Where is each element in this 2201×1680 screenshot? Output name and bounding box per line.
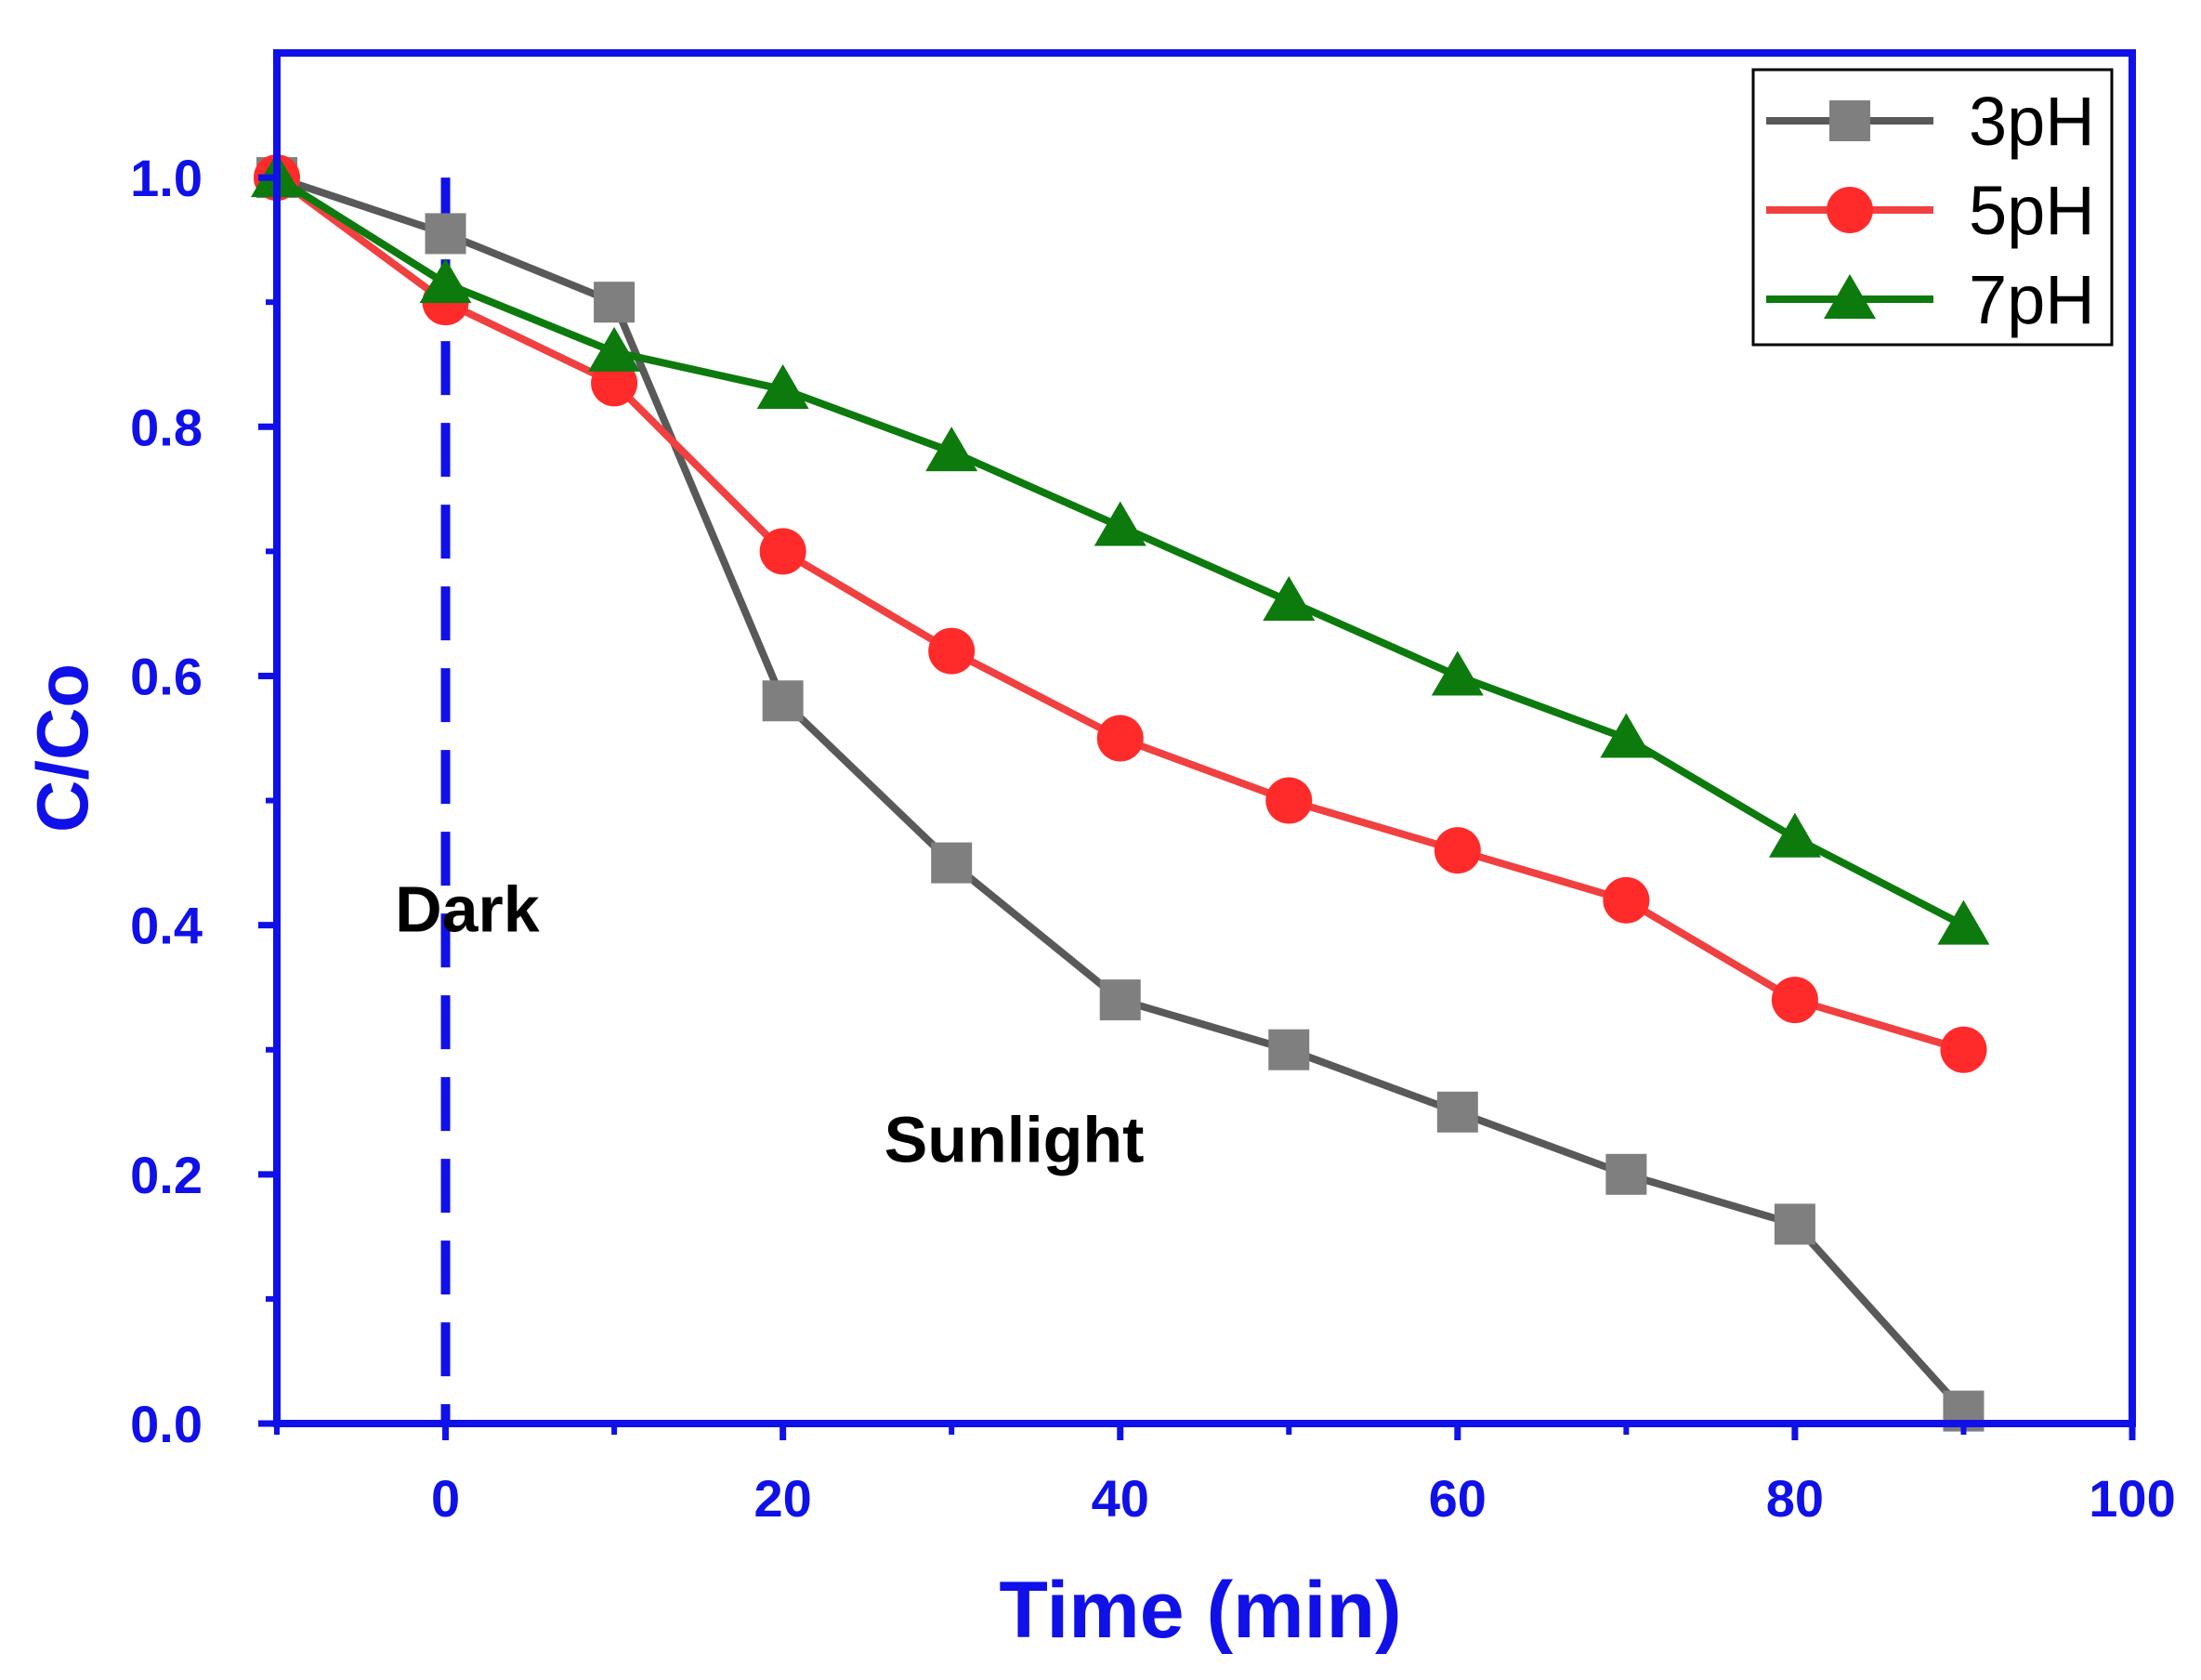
data-point-3pH-9 xyxy=(1774,1203,1815,1245)
data-point-5pH-4 xyxy=(928,627,976,675)
legend-label-7pH: 7pH xyxy=(1969,261,2095,338)
x-tick-label-0: 0 xyxy=(431,1469,460,1528)
data-point-7pH-10 xyxy=(1937,899,1990,945)
data-point-5pH-2 xyxy=(591,360,638,407)
axes-frame: 0 20 40 60 80 100 0.0 0.2 0.4 0.6 0.8 1.0 xyxy=(130,49,2176,1528)
data-point-3pH-2 xyxy=(594,282,635,323)
data-point-7pH-8 xyxy=(1600,713,1653,758)
x-tick-label-60: 60 xyxy=(1429,1469,1487,1528)
x-axis-title: Time (min) xyxy=(999,1566,1401,1655)
legend-marker-7pH xyxy=(1824,274,1876,319)
data-point-7pH-2 xyxy=(588,326,641,372)
data-point-7pH-5 xyxy=(1094,501,1146,546)
data-point-5pH-10 xyxy=(1940,1026,1987,1073)
axis-labels: Time (min) C/Co Dark Sunlight xyxy=(21,663,1402,1655)
data-point-5pH-3 xyxy=(759,528,806,575)
data-point-3pH-1 xyxy=(425,213,466,255)
y-axis-title: C/Co xyxy=(21,663,103,833)
legend-label-3pH: 3pH xyxy=(1969,83,2095,160)
data-point-7pH-7 xyxy=(1431,650,1484,696)
x-tick-label-20: 20 xyxy=(753,1469,811,1528)
data-point-7pH-9 xyxy=(1768,812,1821,858)
x-tick-label-100: 100 xyxy=(2089,1469,2175,1528)
annotation-sunlight: Sunlight xyxy=(884,1103,1145,1175)
data-point-7pH-1 xyxy=(419,258,472,304)
data-point-3pH-5 xyxy=(1099,979,1141,1021)
legend-label-5pH: 5pH xyxy=(1969,172,2095,249)
data-point-5pH-9 xyxy=(1771,977,1818,1024)
data-point-5pH-6 xyxy=(1265,777,1313,824)
data-point-5pH-8 xyxy=(1603,876,1650,924)
data-point-7pH-4 xyxy=(925,427,978,472)
data-point-3pH-8 xyxy=(1605,1153,1647,1195)
annotation-dark: Dark xyxy=(395,873,540,945)
data-point-3pH-4 xyxy=(931,842,973,884)
data-point-3pH-6 xyxy=(1268,1029,1310,1070)
plot-frame xyxy=(273,49,2136,1427)
y-tick-label-2: 0.4 xyxy=(130,897,203,955)
data-point-5pH-5 xyxy=(1096,715,1144,762)
y-tick-label-0: 0.0 xyxy=(130,1395,203,1453)
y-tick-label-5: 1.0 xyxy=(130,149,203,207)
data-point-5pH-7 xyxy=(1434,827,1481,874)
legend-marker-3pH xyxy=(1829,100,1870,141)
data-point-3pH-7 xyxy=(1436,1091,1478,1133)
legend: 3pH 5pH 7pH xyxy=(1751,68,2114,347)
y-tick-label-4: 0.8 xyxy=(130,398,203,456)
x-tick-label-40: 40 xyxy=(1092,1469,1149,1528)
legend-marker-5pH xyxy=(1827,187,1873,233)
y-tick-label-3: 0.6 xyxy=(130,647,203,705)
data-point-7pH-6 xyxy=(1263,576,1316,621)
data-point-3pH-3 xyxy=(762,680,804,722)
y-tick-label-1: 0.2 xyxy=(130,1146,203,1204)
x-tick-label-80: 80 xyxy=(1766,1469,1824,1528)
data-point-7pH-3 xyxy=(756,364,809,410)
